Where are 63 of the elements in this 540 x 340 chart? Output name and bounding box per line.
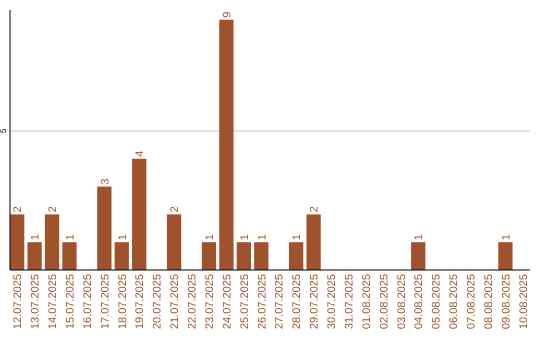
x-tick-label: 10.08.2025	[518, 274, 530, 330]
data-label: 1	[204, 234, 216, 240]
data-label: 3	[99, 178, 112, 185]
x-tick-label: 20.07.2025	[152, 274, 164, 330]
x-tick-label: 03.08.2025	[396, 274, 408, 330]
data-label: 2	[12, 206, 24, 212]
data-label: 1	[116, 234, 129, 240]
bar	[132, 158, 146, 270]
x-tick-label: 09.08.2025	[500, 274, 512, 330]
x-tick-label: 17.07.2025	[99, 274, 112, 330]
data-label: 2	[308, 206, 321, 212]
x-tick-label: 18.07.2025	[116, 274, 129, 330]
bar	[219, 20, 234, 270]
bar	[236, 242, 251, 270]
bar	[306, 214, 321, 270]
x-tick-label: 14.07.2025	[47, 274, 60, 330]
x-tick-label: 07.08.2025	[466, 274, 478, 330]
x-tick-label: 22.07.2025	[186, 274, 199, 330]
data-label: 1	[256, 234, 268, 240]
x-tick-label: 24.07.2025	[221, 274, 234, 330]
x-tick-label: 12.07.2025	[12, 274, 24, 330]
data-label: 2	[169, 206, 182, 212]
data-label: 1	[500, 234, 512, 240]
x-tick-label: 26.07.2025	[256, 274, 268, 330]
x-tick-label: 29.07.2025	[308, 274, 321, 330]
data-label: 1	[291, 234, 304, 240]
x-tick-label: 04.08.2025	[413, 274, 426, 330]
x-tick-label: 30.07.2025	[326, 274, 338, 330]
data-label: 1	[30, 234, 42, 240]
data-label: 4	[134, 150, 146, 157]
x-tick-label: 19.07.2025	[134, 274, 146, 330]
x-tick-label: 06.08.2025	[448, 274, 460, 330]
data-label: 2	[47, 206, 60, 212]
x-tick-label: 01.08.2025	[360, 274, 373, 330]
y-tick-label: 5	[0, 128, 8, 134]
bar	[62, 242, 77, 270]
x-tick-label: 16.07.2025	[82, 274, 94, 330]
bar	[114, 242, 129, 270]
data-label: 1	[413, 234, 426, 240]
bar	[202, 242, 216, 270]
bar	[27, 242, 42, 270]
x-tick-label: 23.07.2025	[204, 274, 216, 330]
bar	[411, 242, 426, 270]
bar	[10, 214, 24, 270]
bar	[498, 242, 513, 270]
x-tick-label: 28.07.2025	[291, 274, 304, 330]
bar	[44, 214, 60, 270]
data-label: 1	[238, 234, 251, 240]
bar	[97, 186, 112, 270]
x-tick-label: 02.08.2025	[378, 274, 390, 330]
x-tick-label: 25.07.2025	[238, 274, 251, 330]
bar	[166, 214, 182, 270]
x-tick-label: 13.07.2025	[30, 274, 42, 330]
x-tick-label: 15.07.2025	[64, 274, 76, 330]
data-label: 1	[64, 234, 76, 240]
x-tick-label: 08.08.2025	[482, 274, 495, 330]
bar	[289, 242, 304, 270]
bar	[254, 242, 268, 270]
x-tick-label: 31.07.2025	[343, 274, 356, 330]
x-tick-label: 27.07.2025	[274, 274, 286, 330]
x-tick-label: 21.07.2025	[169, 274, 182, 330]
x-tick-label: 05.08.2025	[430, 274, 443, 330]
data-label: 9	[221, 12, 234, 18]
